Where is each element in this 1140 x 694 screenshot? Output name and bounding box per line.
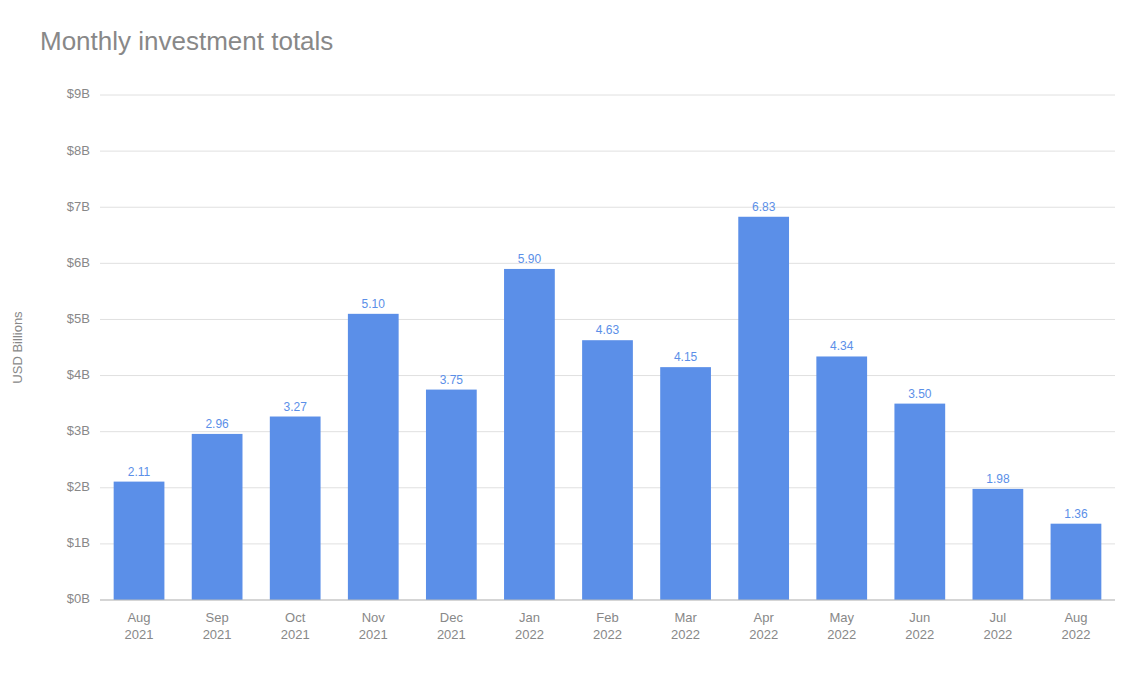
bars [114, 217, 1102, 600]
data-label: 3.50 [908, 387, 932, 401]
x-tick-label: Jun2022 [905, 610, 934, 642]
data-label: 2.96 [205, 417, 229, 431]
x-tick-label: Feb2022 [593, 610, 622, 642]
bar [114, 482, 165, 600]
bar [426, 390, 477, 600]
data-label: 3.27 [284, 400, 308, 414]
bar [816, 356, 867, 600]
bar [738, 217, 789, 600]
grid-line [100, 151, 1115, 152]
bar [894, 404, 945, 600]
data-label: 1.36 [1064, 507, 1088, 521]
data-label: 5.10 [362, 297, 386, 311]
chart-container: Monthly investment totals USD Billions $0B… [0, 0, 1140, 694]
y-tick-label: $4B [67, 367, 90, 382]
grid-line [100, 207, 1115, 208]
x-axis-line [100, 600, 1115, 601]
x-tick-label: Mar2022 [671, 610, 700, 642]
bar [973, 489, 1024, 600]
data-label: 1.98 [986, 472, 1010, 486]
grid [100, 95, 1115, 600]
x-tick-label: Sep2021 [203, 610, 232, 642]
y-tick-label: $3B [67, 423, 90, 438]
data-label: 2.11 [128, 465, 151, 479]
data-label: 6.83 [752, 200, 776, 214]
x-tick-label: May2022 [827, 610, 856, 642]
x-tick-label: Jan2022 [515, 610, 544, 642]
data-label: 4.15 [674, 350, 698, 364]
grid-line [100, 600, 1115, 601]
x-tick-label: Jul2022 [983, 610, 1012, 642]
data-label: 3.75 [440, 373, 464, 387]
y-axis-label: USD Billions [10, 311, 25, 384]
x-tick-label: Dec2021 [437, 610, 466, 642]
y-tick-label: $7B [67, 199, 90, 214]
grid-line [100, 263, 1115, 264]
x-tick-label: Nov2021 [359, 610, 388, 642]
bar [582, 340, 633, 600]
chart-svg: Monthly investment totals USD Billions $0B… [0, 0, 1140, 694]
x-tick-label: Oct2021 [281, 610, 310, 642]
data-label: 4.34 [830, 339, 854, 353]
grid-line [100, 95, 1115, 96]
x-tick-label: Aug2022 [1062, 610, 1091, 642]
y-tick-label: $2B [67, 479, 90, 494]
y-tick-label: $5B [67, 311, 90, 326]
x-tick-label: Aug2021 [125, 610, 154, 642]
bar [192, 434, 243, 600]
data-label: 4.63 [596, 323, 620, 337]
y-tick-label: $6B [67, 255, 90, 270]
y-tick-label: $8B [67, 143, 90, 158]
bar [348, 314, 399, 600]
y-tick-label: $9B [67, 86, 90, 101]
bar [270, 417, 321, 600]
bar [660, 367, 711, 600]
bar [504, 269, 555, 600]
data-label: 5.90 [518, 252, 542, 266]
x-tick-label: Apr2022 [749, 610, 778, 642]
bar [1051, 524, 1102, 600]
y-tick-label: $1B [67, 535, 90, 550]
title: Monthly investment totals [40, 26, 333, 56]
y-tick-label: $0B [67, 591, 90, 606]
grid-line [100, 319, 1115, 320]
